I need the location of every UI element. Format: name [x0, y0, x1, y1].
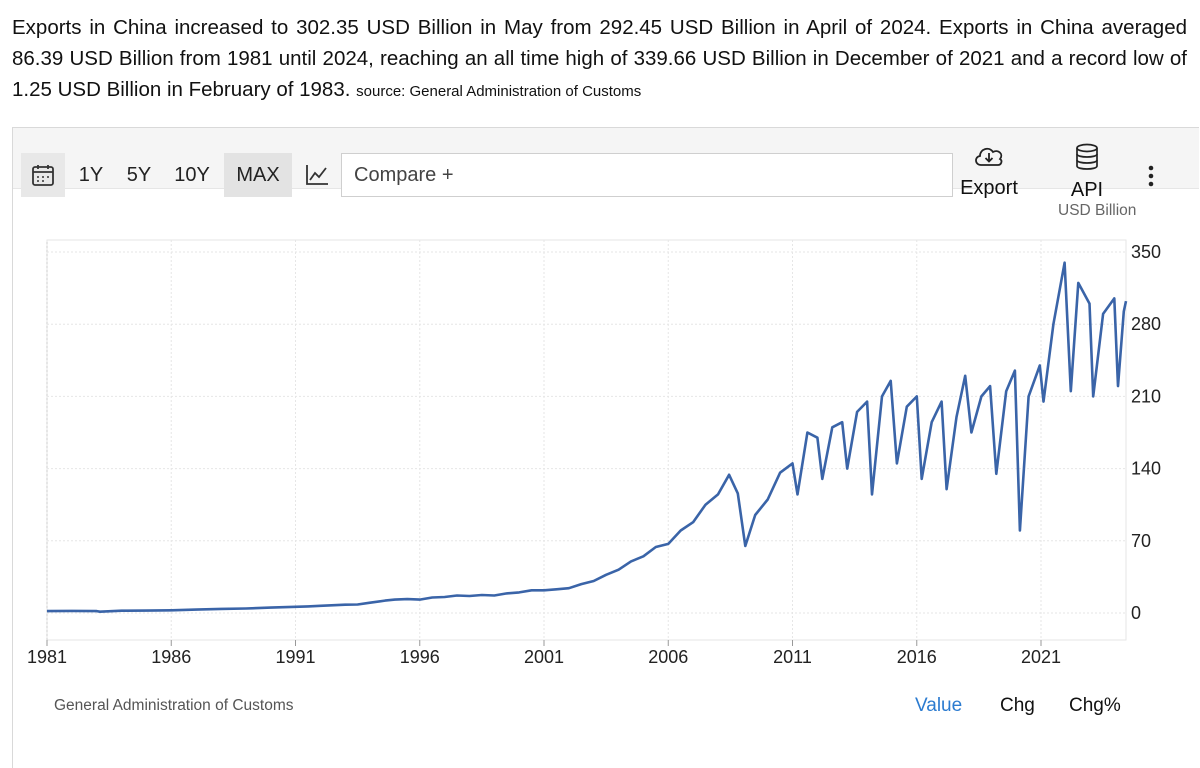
range-10y-button[interactable]: 10Y	[174, 164, 210, 186]
y-axis-ticks: 0 70 140 210 280 350	[1131, 242, 1161, 623]
chart-panel: 1Y 5Y 10Y MAX Export AP	[12, 127, 1199, 768]
x-tick-label: 2021	[1021, 647, 1061, 667]
tab-chg[interactable]: Chg	[1000, 695, 1035, 716]
chart-type-button[interactable]	[297, 153, 337, 197]
export-button[interactable]: Export	[949, 143, 1029, 200]
tab-value[interactable]: Value	[915, 695, 963, 716]
export-label: Export	[960, 177, 1018, 199]
more-options-button[interactable]	[1141, 162, 1161, 190]
y-tick-label: 210	[1131, 386, 1161, 406]
series-layer	[46, 261, 1128, 614]
grid	[46, 239, 1127, 641]
x-tick-label: 1986	[151, 647, 191, 667]
exports-line-chart: 0 70 140 210 280 350 1981 1986 1991 1996 2001 2006…	[27, 239, 1161, 667]
x-axis-ticks: 1981 1986 1991 1996 2001 2006 2011 2016 2021	[27, 640, 1061, 667]
unit-label: USD Billion	[1058, 202, 1137, 219]
x-tick-label: 1981	[27, 647, 67, 667]
y-tick-label: 280	[1131, 314, 1161, 334]
y-tick-label: 350	[1131, 242, 1161, 262]
calendar-button[interactable]	[21, 153, 65, 197]
y-tick-label: 70	[1131, 531, 1151, 551]
x-tick-label: 1991	[275, 647, 315, 667]
database-icon	[1076, 143, 1098, 170]
summary-text: Exports in China increased to 302.35 USD…	[12, 12, 1187, 107]
vertical-dots-icon	[1148, 165, 1154, 187]
summary-body: Exports in China increased to 302.35 USD…	[12, 16, 1187, 101]
x-tick-label: 2001	[524, 647, 564, 667]
cloud-download-icon	[975, 147, 1003, 166]
tab-chg-percent[interactable]: Chg%	[1069, 695, 1121, 716]
x-tick-label: 2006	[648, 647, 688, 667]
x-tick-label: 1996	[400, 647, 440, 667]
x-tick-label: 2016	[897, 647, 937, 667]
summary-source: source: General Administration of Custom…	[356, 83, 642, 100]
range-1y-button[interactable]: 1Y	[78, 164, 104, 186]
series-line-exports	[46, 261, 1128, 614]
range-5y-button[interactable]: 5Y	[126, 164, 152, 186]
y-tick-label: 0	[1131, 603, 1141, 623]
plot-area	[46, 239, 1127, 641]
api-button[interactable]: API	[1055, 143, 1119, 202]
chart-toolbar: 1Y 5Y 10Y MAX Export AP	[13, 128, 1199, 201]
footer-source: General Administration of Customs	[54, 697, 294, 714]
compare-input[interactable]	[341, 153, 953, 197]
calendar-icon	[32, 165, 54, 186]
x-tick-label: 2011	[773, 647, 812, 667]
range-max-button[interactable]: MAX	[224, 153, 292, 197]
y-tick-label: 140	[1131, 459, 1161, 479]
api-label: API	[1070, 179, 1104, 201]
line-chart-icon	[306, 165, 328, 185]
